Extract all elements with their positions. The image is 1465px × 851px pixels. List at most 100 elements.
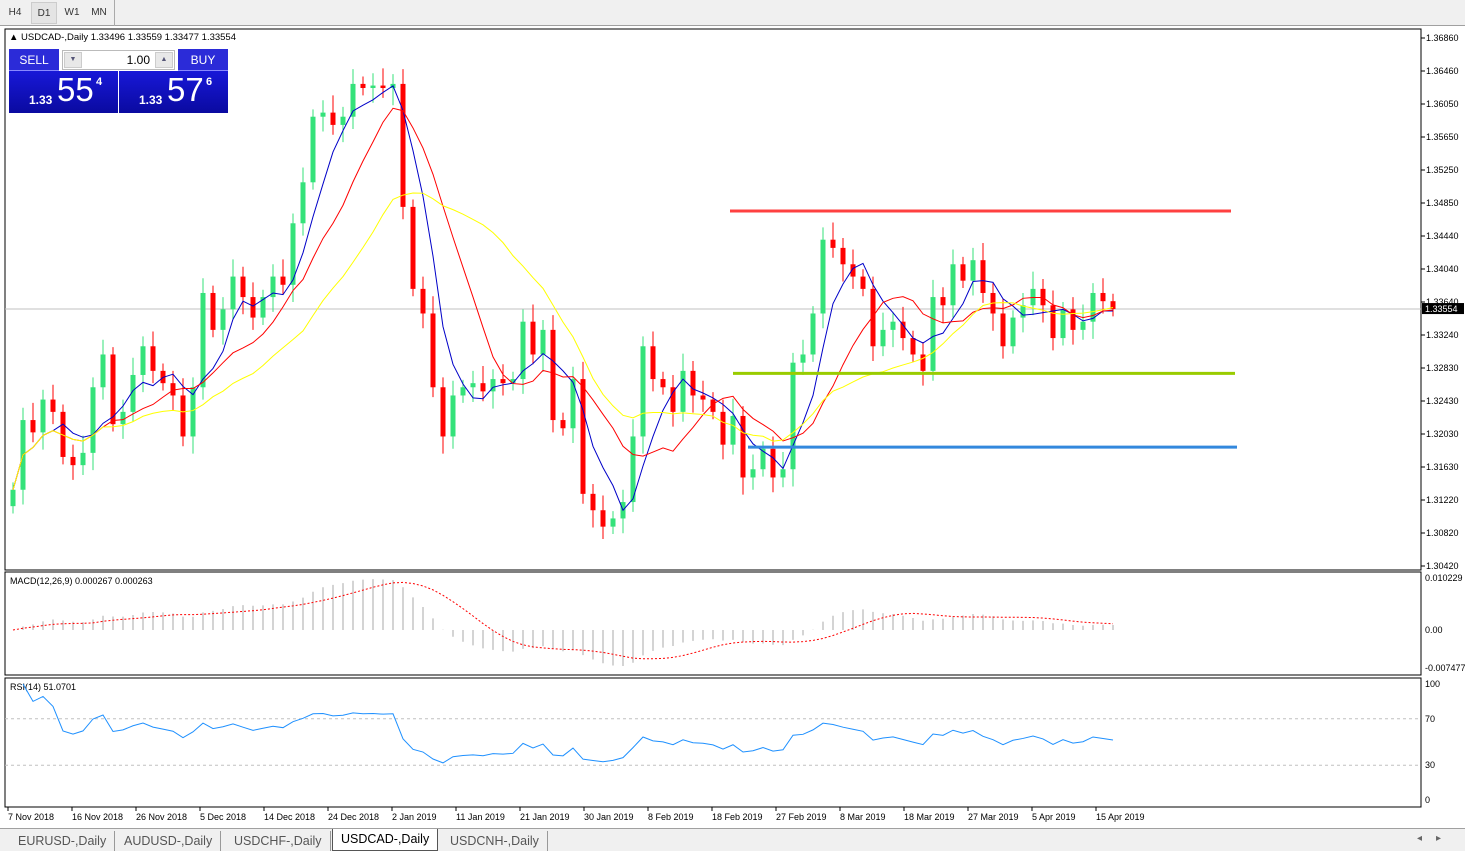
y-tick-label: 1.36050	[1426, 99, 1459, 109]
candle-body	[790, 362, 796, 470]
candle-body	[880, 329, 886, 347]
chart-tabs: EURUSD-,Daily AUDUSD-,Daily USDCHF-,Dail…	[0, 828, 1465, 851]
tab-usdcnh[interactable]: USDCNH-,Daily	[442, 831, 548, 851]
current-price-label: 1.33554	[1425, 304, 1458, 314]
lot-increase-icon[interactable]: ▲	[155, 52, 173, 68]
main-panel-frame	[4, 28, 1422, 571]
candle-body	[960, 264, 966, 281]
macd-signal-line	[12, 581, 1114, 660]
candle-body	[610, 518, 616, 527]
scroll-left-icon[interactable]: ◂	[1416, 833, 1436, 844]
y-tick-label: 1.35650	[1426, 132, 1459, 142]
candle-body	[760, 448, 766, 470]
y-tick-label: 1.35250	[1426, 165, 1459, 175]
candle-body	[490, 379, 496, 392]
candle-body	[630, 436, 636, 503]
y-tick-label: 1.30820	[1426, 528, 1459, 538]
candle-body	[1100, 292, 1106, 302]
candle-body	[650, 346, 656, 380]
candle-body	[1070, 309, 1076, 330]
candle-body	[800, 354, 806, 363]
toolbar-divider	[114, 0, 115, 26]
y-tick-label: 1.33240	[1426, 330, 1459, 340]
candle-body	[1090, 292, 1096, 322]
candle-body	[570, 379, 576, 429]
candle-body	[180, 395, 186, 437]
candle-body	[930, 297, 936, 371]
tab-audusd[interactable]: AUDUSD-,Daily	[116, 831, 222, 851]
candle-body	[450, 395, 456, 437]
y-tick-label: 1.36860	[1426, 33, 1459, 43]
tab-usdchf[interactable]: USDCHF-,Daily	[226, 831, 331, 851]
timeframe-toolbar: H4 D1 W1 MN	[0, 0, 1465, 26]
candle-body	[940, 297, 946, 306]
y-tick-label: 1.34440	[1426, 231, 1459, 241]
rsi-tick-label: 30	[1425, 760, 1435, 770]
candle-body	[330, 112, 336, 125]
sell-button[interactable]: SELL	[9, 49, 59, 71]
timeframe-mn-button[interactable]: MN	[91, 7, 107, 18]
buy-price-pips: 57	[167, 71, 204, 108]
timeframe-d1-button[interactable]: D1	[31, 2, 57, 24]
y-tick-label: 1.34850	[1426, 198, 1459, 208]
buy-price-fraction: 6	[206, 76, 213, 88]
lot-size-input[interactable]: ▼ 1.00 ▲	[62, 50, 175, 70]
sell-price-prefix: 1.33	[29, 93, 53, 107]
candle-body	[720, 411, 726, 445]
candle-body	[550, 329, 556, 421]
macd-tick-label: 0.00	[1425, 625, 1443, 635]
x-tick-label: 7 Nov 2018	[8, 812, 54, 822]
rsi-tick-label: 100	[1425, 679, 1440, 689]
candle-body	[420, 288, 426, 314]
candle-body	[60, 411, 66, 457]
lot-decrease-icon[interactable]: ▼	[64, 52, 82, 68]
scroll-right-icon[interactable]: ▸	[1435, 833, 1455, 844]
candle-body	[350, 83, 356, 117]
y-tick-label: 1.31220	[1426, 495, 1459, 505]
sell-price-pips: 55	[57, 71, 94, 108]
y-tick-label: 1.36460	[1426, 66, 1459, 76]
candle-body	[10, 489, 16, 507]
candle-body	[150, 346, 156, 371]
candle-body	[470, 383, 476, 388]
one-click-trading-panel: SELL ▼ 1.00 ▲ BUY 1.33 55 4 1.33 57 6	[9, 49, 228, 113]
tab-usdcad[interactable]: USDCAD-,Daily	[332, 829, 439, 851]
x-tick-label: 5 Apr 2019	[1032, 812, 1076, 822]
candle-body	[270, 276, 276, 298]
candle-body	[780, 469, 786, 478]
x-tick-label: 2 Jan 2019	[392, 812, 437, 822]
y-tick-label: 1.33640	[1426, 297, 1459, 307]
x-tick-label: 26 Nov 2018	[136, 812, 187, 822]
candle-body	[500, 379, 506, 384]
candle-body	[290, 223, 296, 285]
candle-body	[600, 510, 606, 527]
sell-price-button[interactable]: 1.33 55 4	[9, 71, 118, 113]
candle-body	[910, 338, 916, 355]
candle-body	[770, 448, 776, 478]
candle-body	[530, 321, 536, 355]
collapse-triangle-icon[interactable]: ▲	[9, 32, 19, 43]
x-tick-label: 24 Dec 2018	[328, 812, 379, 822]
candle-body	[1050, 305, 1056, 339]
tab-eurusd[interactable]: EURUSD-,Daily	[10, 831, 116, 851]
candle-body	[860, 276, 866, 289]
timeframe-h4-button[interactable]: H4	[8, 7, 22, 18]
candle-body	[840, 247, 846, 265]
candle-body	[210, 292, 216, 330]
candle-body	[810, 313, 816, 355]
candle-body	[670, 387, 676, 412]
candle-body	[360, 83, 366, 89]
buy-button[interactable]: BUY	[178, 49, 228, 71]
macd-panel-frame	[4, 571, 1422, 676]
timeframe-w1-button[interactable]: W1	[64, 7, 80, 18]
candle-body	[590, 493, 596, 511]
tab-scroll-arrows[interactable]: ◂▸	[1417, 833, 1455, 844]
rsi-line	[22, 683, 1114, 764]
candle-body	[240, 276, 246, 298]
candle-body	[300, 182, 306, 224]
x-tick-label: 11 Jan 2019	[456, 812, 505, 822]
x-tick-label: 14 Dec 2018	[264, 812, 315, 822]
buy-price-button[interactable]: 1.33 57 6	[119, 71, 228, 113]
rsi-tick-label: 0	[1425, 795, 1430, 805]
